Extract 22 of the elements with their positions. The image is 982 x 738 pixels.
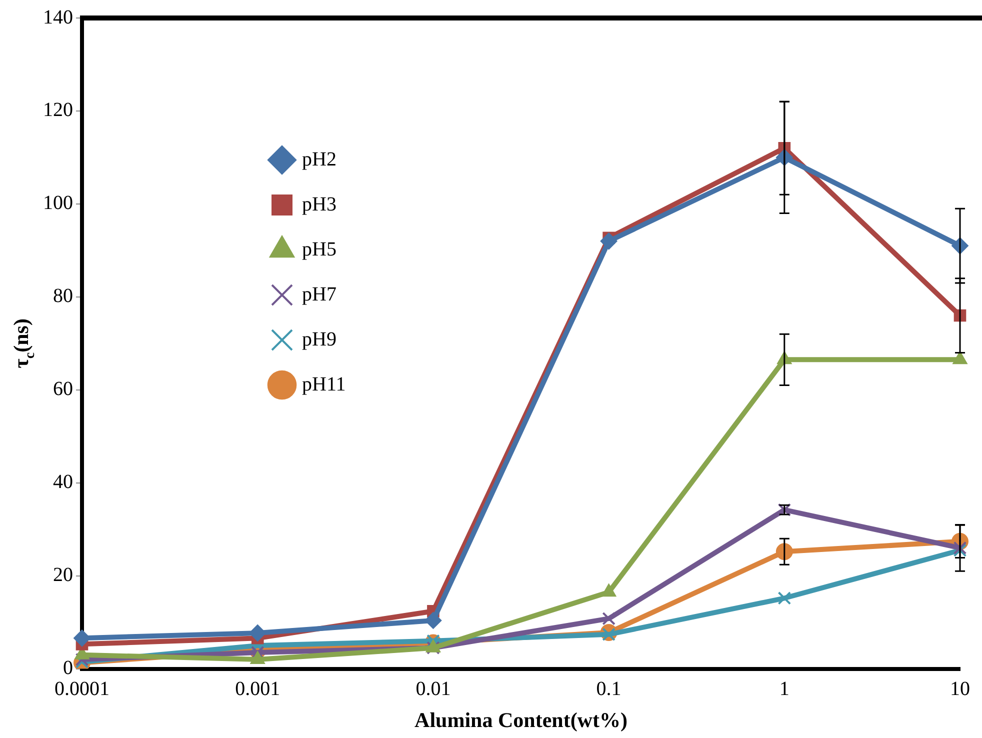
x-tick-label: 0.001	[235, 678, 280, 700]
y-tick-label: 40	[53, 471, 73, 494]
y-tick-label: 0	[63, 657, 73, 680]
x-tick-label: 10	[950, 678, 970, 700]
x-axis-title: Alumina Content(wt%)	[414, 708, 628, 732]
legend-label: pH11	[302, 373, 346, 396]
y-tick-label: 100	[43, 192, 73, 214]
x-tick-label: 1	[779, 678, 790, 700]
x-tick-label: 0.1	[596, 678, 622, 700]
y-tick-label: 20	[53, 564, 73, 586]
x-tick-label: 0.01	[416, 678, 451, 700]
y-tick-label: 60	[53, 378, 73, 400]
legend-label: pH5	[302, 238, 336, 260]
y-axis-title: τc(ns)	[9, 318, 38, 368]
legend-label: pH3	[302, 193, 336, 216]
legend-label: pH7	[302, 283, 336, 306]
y-tick-label: 120	[43, 99, 73, 122]
legend-label: pH2	[302, 148, 336, 170]
y-tick-label: 140	[43, 6, 73, 28]
legend-label: pH9	[302, 328, 336, 350]
y-tick-label: 80	[53, 285, 73, 308]
x-tick-label: 0.0001	[54, 678, 110, 700]
